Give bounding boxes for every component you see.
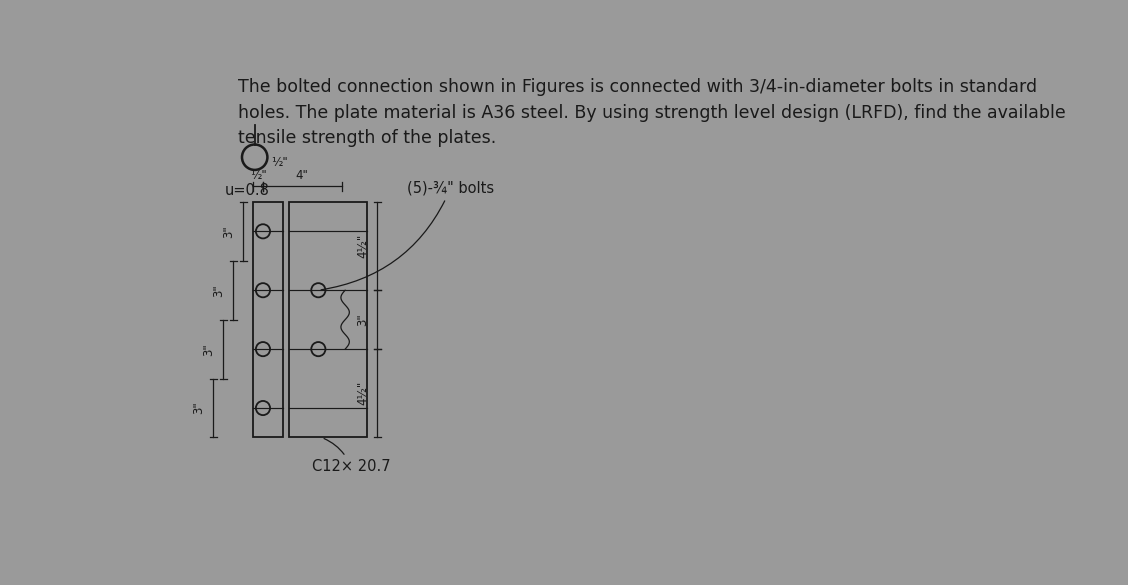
Text: 3": 3" (356, 314, 370, 326)
Circle shape (311, 342, 326, 356)
Circle shape (256, 283, 270, 297)
Text: 4½": 4½" (356, 234, 370, 258)
Text: ½": ½" (249, 169, 266, 182)
Circle shape (256, 401, 270, 415)
Text: 3": 3" (193, 402, 205, 414)
Text: 4½": 4½" (356, 381, 370, 405)
Circle shape (256, 342, 270, 356)
Text: 4": 4" (296, 169, 309, 182)
Text: The bolted connection shown in Figures is connected with 3/4-in-diameter bolts i: The bolted connection shown in Figures i… (238, 78, 1066, 147)
Text: 3": 3" (203, 343, 215, 356)
Text: 3": 3" (212, 284, 226, 297)
Circle shape (256, 224, 270, 239)
Circle shape (311, 283, 326, 297)
Text: u=0.8: u=0.8 (224, 183, 270, 198)
Text: ½": ½" (271, 156, 288, 169)
Text: 3": 3" (222, 225, 236, 238)
Text: (5)-¾" bolts: (5)-¾" bolts (321, 181, 494, 290)
Text: C12× 20.7: C12× 20.7 (311, 439, 390, 474)
